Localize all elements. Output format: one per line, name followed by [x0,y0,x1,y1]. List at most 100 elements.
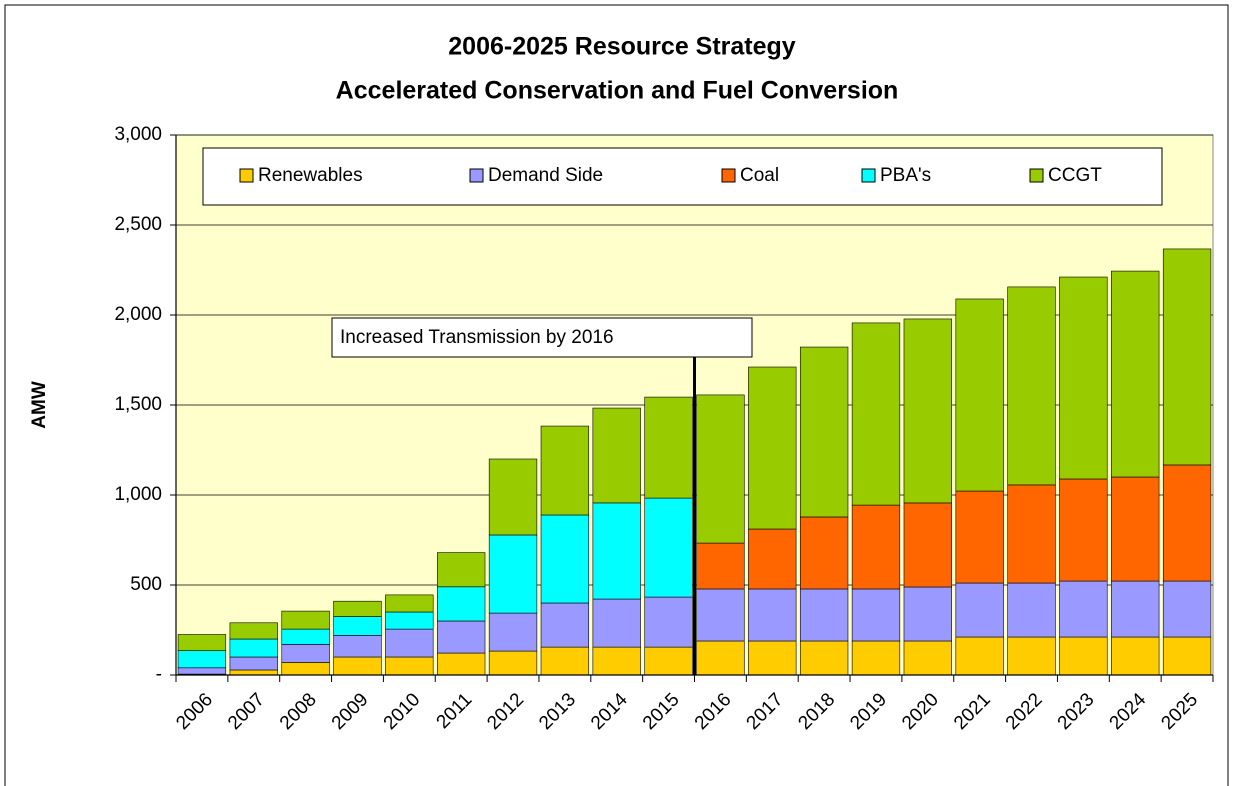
bar-segment [748,366,797,530]
bar-segment [229,638,278,658]
bar-segment [1007,484,1056,584]
bar-segment [229,656,278,671]
bar-segment [488,650,538,676]
x-tick-label: 2019 [846,689,891,734]
bar-segment [1007,636,1056,676]
legend-swatch [1029,168,1044,183]
bar-segment [177,650,227,669]
bar-segment [385,611,434,630]
x-tick-label: 2013 [535,689,580,734]
bar-segment [437,652,486,676]
bar-segment [333,616,382,636]
bar-segment [385,594,434,613]
bar-segment [488,458,538,536]
bar-segment [748,588,797,642]
bar-segment [437,620,486,654]
bar-segment [748,640,797,676]
bar-segment [1162,580,1212,638]
bar-segment [540,602,590,648]
bar-segment [540,646,590,676]
bar-segment [799,588,849,642]
bar-segment [644,497,693,598]
x-tick-label: 2021 [950,689,995,734]
bar-segment [1059,580,1108,638]
bar-segment [1007,286,1056,486]
bar-segment [955,490,1004,584]
bar-segment [696,542,745,590]
bar-segment [333,656,382,676]
x-tick-label: 2015 [639,689,684,734]
bar-segment [540,514,590,604]
x-tick-label: 2018 [794,689,839,734]
bar-segment [955,636,1004,676]
bar-segment [851,588,901,642]
y-tick-label: 3,000 [114,124,162,145]
bar-segment [1111,476,1160,582]
x-tick-label: 2025 [1157,689,1202,734]
x-tick-label: 2009 [328,689,373,734]
bar-segment [799,640,849,676]
y-tick-label: 500 [130,574,162,595]
bar-segment [333,600,382,617]
bar-segment [229,622,278,640]
bar-segment [281,662,330,676]
legend-box [202,147,1163,206]
y-axis-label: AMW [29,381,50,429]
bar-segment [903,502,952,588]
x-tick-label: 2022 [1002,689,1047,734]
legend-swatch [239,168,254,183]
legend-label: Demand Side [488,165,603,186]
legend-label: Renewables [258,165,363,186]
bar-segment [696,640,745,676]
bar-segment [177,634,227,652]
y-tick-label: 2,000 [114,304,162,325]
y-tick-label: 1,000 [114,484,162,505]
legend-swatch [861,168,876,183]
bar-segment [748,528,797,590]
bar-segment [488,612,538,652]
bar-segment [229,669,278,676]
bar-segment [1111,636,1160,676]
bar-segment [281,644,330,663]
bar-segment [437,586,486,622]
bar-segment [799,346,849,518]
bar-segment [385,628,434,658]
x-tick-label: 2011 [433,689,477,733]
x-tick-label: 2006 [172,689,217,734]
legend-swatch [721,168,736,183]
bar-segment [903,640,952,676]
x-tick-label: 2012 [483,689,528,734]
bar-segment [696,394,745,544]
bar-segment [955,582,1004,638]
bar-segment [540,425,590,516]
chart-frame [4,4,1229,786]
y-tick-label: 1,500 [114,394,162,415]
legend-label: Coal [740,165,779,186]
bar-segment [488,534,538,614]
bar-segment [903,318,952,504]
x-tick-label: 2023 [1054,689,1099,734]
bar-segment [1111,270,1160,478]
x-tick-label: 2016 [691,689,736,734]
x-tick-label: 2010 [380,689,425,734]
legend-swatch [469,168,484,183]
bar-segment [281,610,330,630]
bar-segment [1059,636,1108,676]
x-tick-label: 2017 [743,689,788,734]
bar-segment [177,667,227,675]
bar-segment [1111,580,1160,638]
bar-segment [437,552,486,588]
x-tick-label: 2020 [898,689,943,734]
bar-segment [1007,582,1056,638]
bar-segment [1162,636,1212,676]
bar-segment [955,298,1004,492]
bar-segment [592,407,641,504]
bar-segment [903,586,952,642]
annotation-box [331,317,753,358]
legend-label: CCGT [1048,165,1102,186]
chart-title: 2006-2025 Resource Strategy [448,33,796,61]
legend-label: PBA's [880,165,931,186]
x-tick-label: 2024 [1106,689,1151,734]
y-tick-label: - [156,664,162,685]
